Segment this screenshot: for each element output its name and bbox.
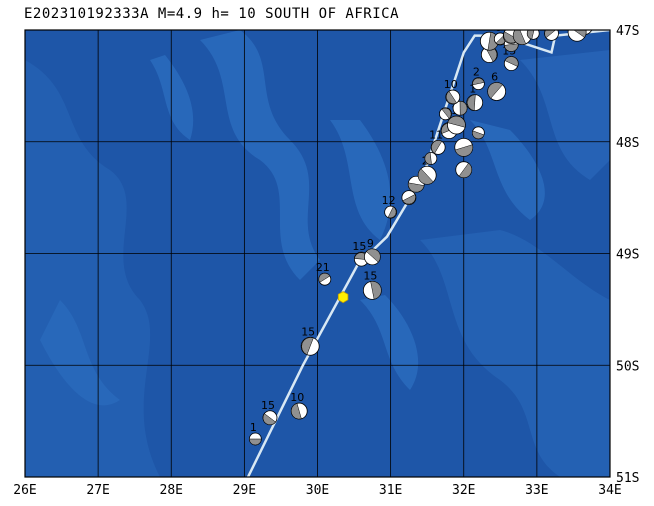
y-tick-label: 47S — [616, 24, 639, 39]
x-tick-label: 30E — [306, 483, 329, 498]
magnitude-label: 15 — [261, 399, 275, 412]
magnitude-label: 22 — [568, 11, 582, 24]
y-tick-label: 50S — [616, 359, 639, 374]
magnitude-label: 15 — [513, 15, 527, 28]
magnitude-label: 15 — [352, 240, 366, 253]
magnitude-label: 10 — [444, 78, 458, 91]
magnitude-label: 6 — [491, 70, 498, 83]
focal-mechanism-beachball: 22 — [567, 11, 587, 42]
magnitude-label: 12 — [382, 194, 396, 207]
magnitude-label: 10 — [290, 391, 304, 404]
y-tick-label: 48S — [616, 136, 639, 151]
focal-mechanism-beachball: 10 — [444, 78, 461, 105]
focal-mechanism-beachball — [439, 107, 452, 121]
x-tick-label: 28E — [160, 483, 183, 498]
magnitude-label: 2 — [473, 66, 480, 79]
y-axis-labels: 47S 48S 49S 50S 51S — [616, 24, 639, 486]
focal-mechanism-beachball: 21 — [316, 261, 332, 286]
magnitude-label: 1 — [469, 83, 476, 96]
focal-mechanism-beachball — [454, 137, 474, 157]
focal-mechanism-beachball: 1 — [248, 421, 262, 446]
focal-mechanism-beachball: 15 — [261, 399, 278, 426]
x-tick-label: 26E — [13, 483, 36, 498]
map-title: E202310192333A M=4.9 h= 10 SOUTH OF AFRI… — [24, 6, 400, 22]
focal-mechanism-beachball: 15 — [362, 269, 382, 300]
focal-mechanism-beachball: 1 — [466, 83, 484, 112]
magnitude-label: 21 — [316, 261, 330, 274]
focal-mechanism-beachball: 9 — [363, 237, 381, 266]
focal-mechanism-beachball: 2 — [471, 66, 485, 91]
focal-mechanism-beachball — [424, 152, 438, 165]
focal-mechanism-beachball: 6 — [487, 70, 507, 101]
magnitude-label: 11 — [429, 128, 443, 141]
focal-mechanism-beachball — [455, 161, 473, 179]
magnitude-label: 12 — [543, 14, 557, 27]
ridge-line — [246, 30, 610, 477]
focal-mechanism-beachball: 14 — [524, 15, 540, 40]
plot-area: 1151015211591512211110162151482151412112… — [25, 7, 610, 477]
epicenter-marker — [337, 291, 349, 304]
x-tick-label: 29E — [233, 483, 256, 498]
y-tick-label: 49S — [616, 248, 639, 263]
focal-mechanism-beachball: 10 — [290, 391, 308, 420]
focal-mechanism-beachball: 12 — [382, 194, 398, 219]
plot-frame — [24, 29, 611, 478]
focal-mechanism-beachball — [452, 100, 468, 116]
focal-mechanism-beachball — [471, 126, 485, 140]
focal-mechanism-beachball: 11 — [429, 128, 446, 155]
focal-mechanism-beachball: 15 — [512, 15, 532, 45]
focal-mechanism-beachball: 15 — [300, 325, 320, 356]
x-tick-label: 34E — [598, 483, 621, 498]
bathymetry-texture — [25, 30, 610, 477]
x-tick-label: 32E — [452, 483, 475, 498]
magnitude-label: 15 — [363, 269, 377, 282]
y-tick-label: 51S — [616, 471, 639, 486]
magnitude-label: 15 — [301, 325, 315, 338]
magnitude-label: 9 — [367, 237, 374, 250]
magnitude-label: 1 — [250, 421, 257, 434]
magnitude-label: 14 — [524, 15, 538, 28]
beachballs-layer: 1151015211591512211110162151482151412112… — [248, 7, 593, 446]
x-tick-label: 33E — [525, 483, 548, 498]
x-tick-label: 27E — [86, 483, 109, 498]
magnitude-label: 11 — [575, 7, 589, 20]
focal-mechanism-beachball: 12 — [543, 14, 559, 41]
x-tick-label: 31E — [379, 483, 402, 498]
magnitude-label: 14 — [480, 20, 494, 33]
x-axis-labels: 26E 27E 28E 29E 30E 31E 32E 33E 34E — [13, 483, 621, 498]
focal-mechanism-beachball — [401, 190, 417, 206]
magnitude-label: 8 — [495, 21, 502, 34]
